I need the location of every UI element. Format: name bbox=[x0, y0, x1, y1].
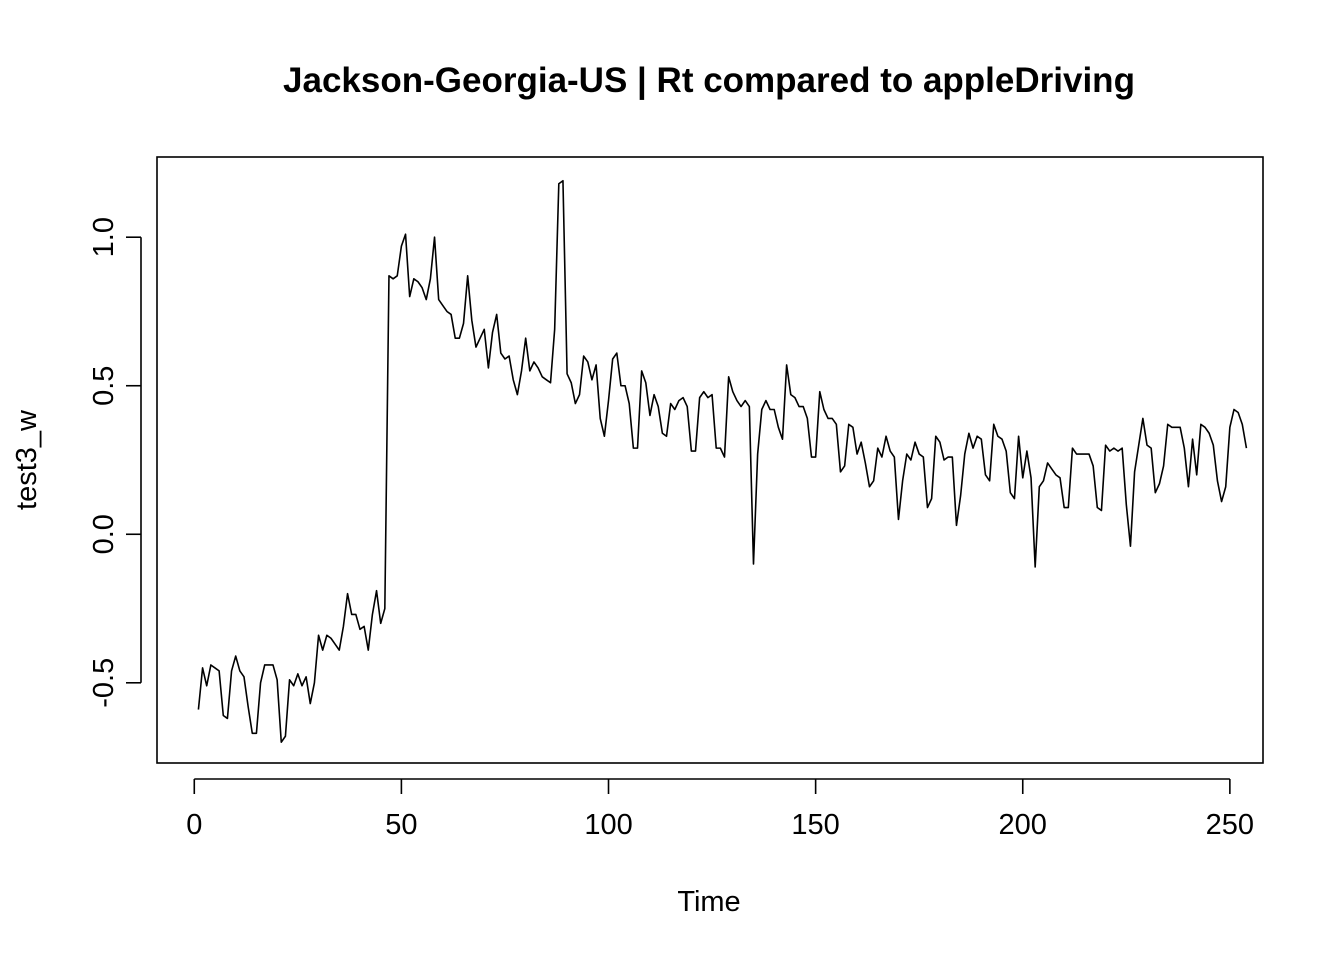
x-tick-label: 250 bbox=[1206, 809, 1254, 841]
x-tick-label: 50 bbox=[385, 809, 417, 841]
x-axis-label: Time bbox=[677, 886, 740, 918]
y-axis-label: test3_w bbox=[11, 409, 43, 510]
x-tick-label: 200 bbox=[999, 809, 1047, 841]
y-axis: -0.5 0.0 0.5 1.0 bbox=[88, 217, 142, 708]
y-tick-label: 1.0 bbox=[88, 217, 120, 257]
x-tick-label: 0 bbox=[186, 809, 202, 841]
plot-frame bbox=[156, 156, 1264, 764]
y-tick-label: 0.0 bbox=[88, 514, 120, 554]
series-line bbox=[197, 179, 1248, 744]
x-tick-label: 100 bbox=[584, 809, 632, 841]
x-tick-label: 150 bbox=[791, 809, 839, 841]
chart-title: Jackson-Georgia-US | Rt compared to appl… bbox=[283, 61, 1135, 100]
y-tick-label: -0.5 bbox=[88, 658, 120, 708]
x-axis: 0 50 100 150 200 250 bbox=[186, 778, 1254, 841]
y-tick-label: 0.5 bbox=[88, 366, 120, 406]
